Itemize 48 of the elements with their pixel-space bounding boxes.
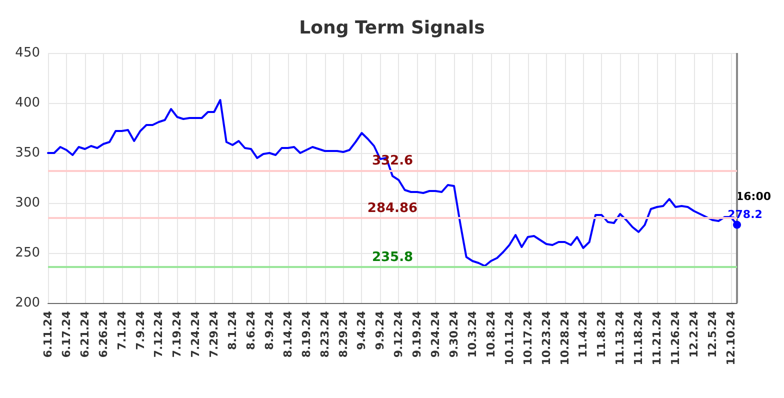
x-tick-label: 8.9.24	[262, 310, 276, 350]
x-tick-label: 6.26.24	[96, 310, 110, 358]
ref-line-label: 284.86	[367, 201, 418, 216]
x-tick-label: 9.4.24	[355, 310, 368, 350]
x-tick-label: 11.4.24	[576, 310, 590, 358]
x-tick-label: 11.13.24	[614, 310, 627, 366]
x-tick-label: 11.26.24	[668, 310, 682, 366]
x-tick-label: 8.29.24	[336, 310, 350, 358]
x-tick-label: 9.19.24	[410, 310, 424, 358]
x-tick-label: 10.17.24	[521, 310, 534, 366]
x-tick-label: 8.6.24	[244, 310, 258, 350]
x-tick-label: 8.1.24	[226, 310, 240, 350]
y-tick-label: 250	[15, 246, 40, 260]
y-tick-label: 350	[15, 146, 40, 160]
x-tick-label: 10.28.24	[558, 310, 572, 366]
x-tick-label: 10.8.24	[484, 310, 498, 358]
x-tick-label: 10.3.24	[466, 310, 479, 358]
y-tick-label: 300	[15, 196, 40, 210]
x-tick-label: 9.12.24	[392, 310, 406, 358]
x-tick-label: 7.1.24	[115, 310, 128, 350]
x-tick-label: 8.14.24	[281, 310, 294, 358]
y-tick-label: 200	[15, 296, 40, 310]
x-tick-label: 9.24.24	[429, 310, 442, 358]
x-tick-label: 9.30.24	[448, 310, 461, 358]
x-tick-label: 7.12.24	[152, 310, 166, 358]
x-tick-label: 8.23.24	[318, 310, 332, 358]
x-tick-label: 7.9.24	[134, 310, 147, 350]
x-tick-label: 10.11.24	[502, 310, 516, 366]
x-tick-label: 8.19.24	[300, 310, 313, 358]
x-tick-label: 7.24.24	[189, 310, 202, 358]
x-tick-label: 9.9.24	[374, 310, 387, 350]
annotation: 16:00	[736, 190, 772, 203]
x-tick-label: 12.2.24	[687, 310, 700, 358]
x-tick-label: 11.21.24	[650, 310, 664, 366]
x-tick-label: 6.11.24	[42, 310, 54, 358]
x-tick-label: 12.5.24	[706, 310, 719, 358]
chart-title: Long Term Signals	[299, 18, 485, 38]
y-tick-label: 450	[15, 46, 40, 60]
x-tick-label: 7.29.24	[208, 310, 221, 358]
x-tick-label: 6.21.24	[78, 310, 92, 358]
x-tick-label: 11.18.24	[632, 310, 646, 366]
x-tick-label: 12.10.24	[724, 310, 738, 366]
ref-line-label: 235.8	[372, 250, 414, 266]
x-tick-label: 6.17.24	[60, 310, 73, 358]
x-tick-label: 11.8.24	[595, 310, 608, 358]
x-tick-label: 10.23.24	[540, 310, 553, 366]
y-tick-label: 400	[15, 96, 40, 110]
x-tick-label: 7.19.24	[170, 310, 184, 358]
